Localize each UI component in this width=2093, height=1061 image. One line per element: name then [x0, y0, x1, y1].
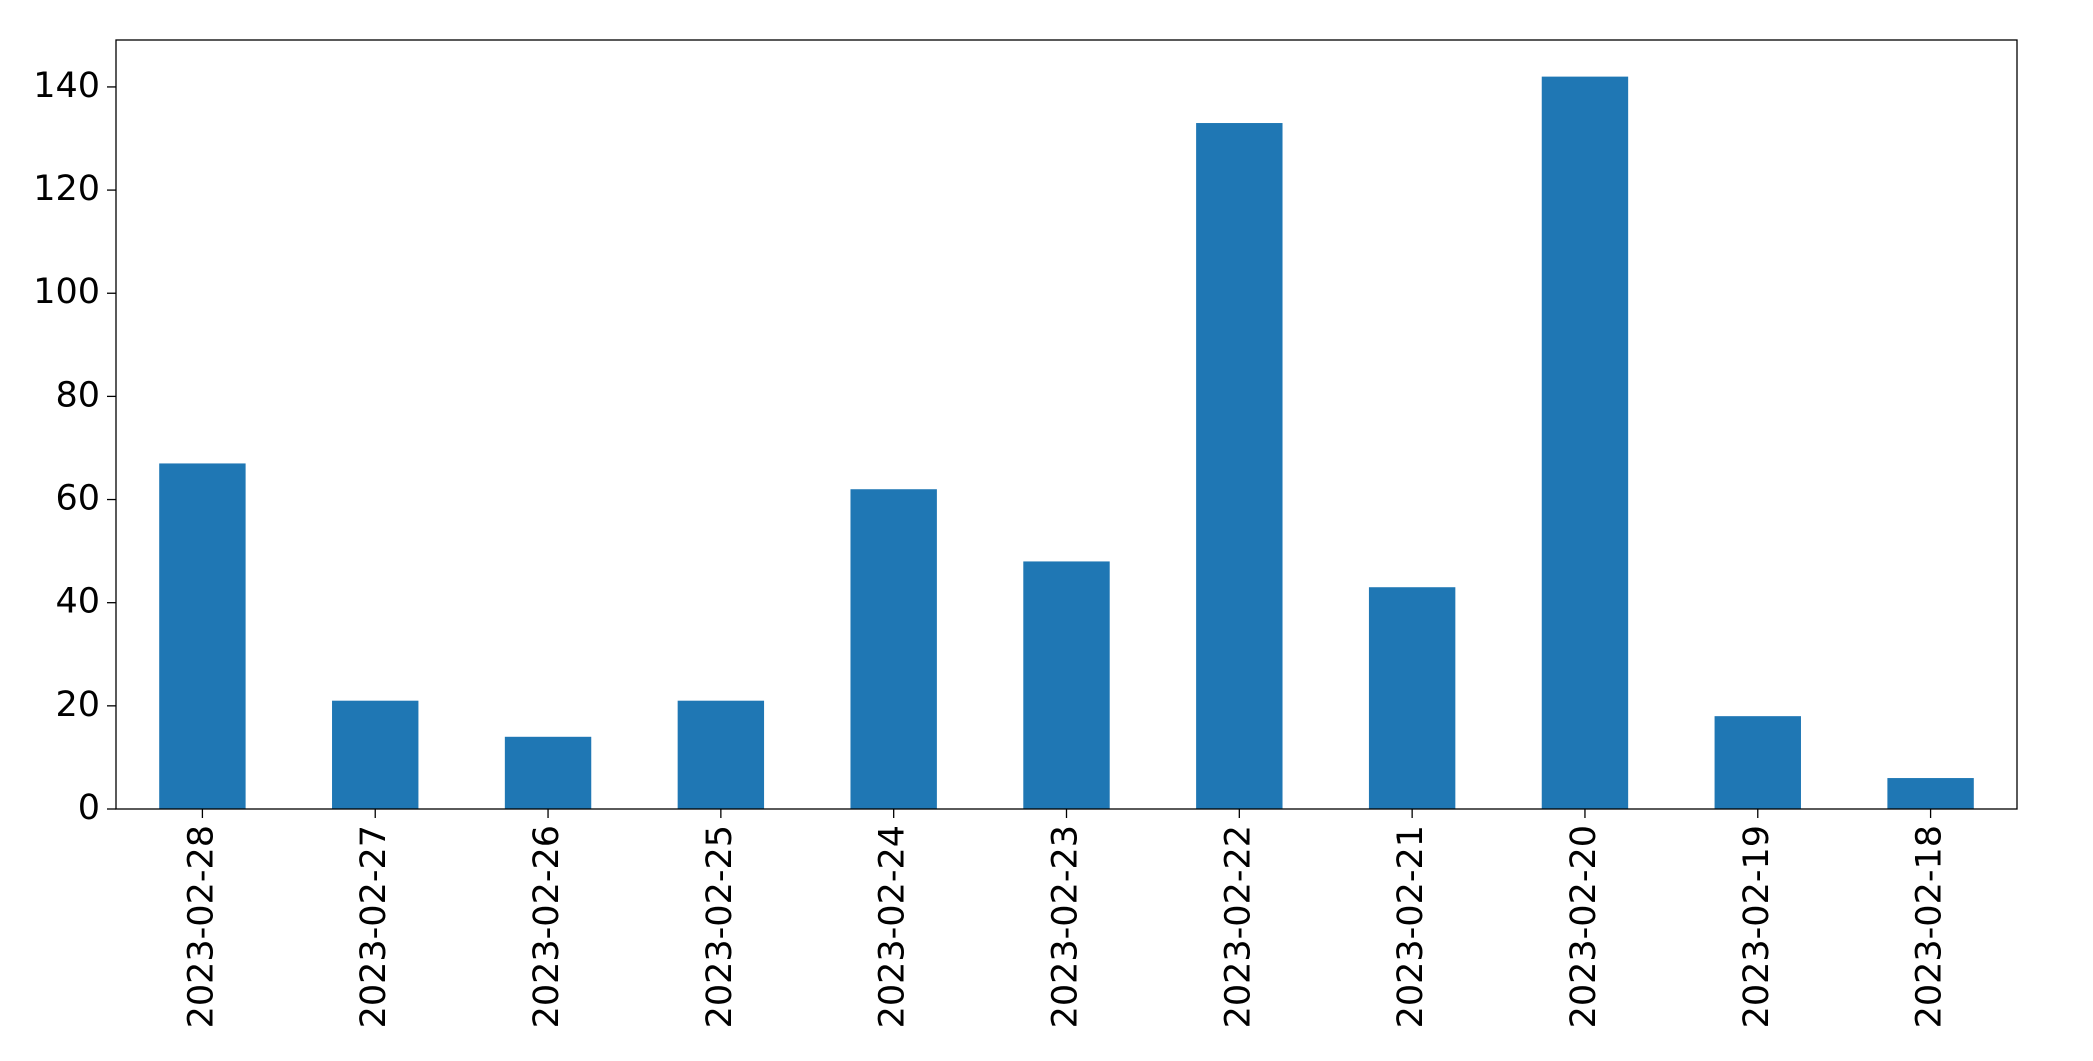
x-tick-label: 2023-02-24 — [873, 825, 913, 1028]
x-tick-label: 2023-02-19 — [1737, 825, 1777, 1028]
y-tick-label: 100 — [33, 272, 100, 312]
y-tick-label: 20 — [55, 685, 100, 725]
y-tick-label: 140 — [33, 66, 100, 106]
y-tick-label: 60 — [55, 479, 100, 519]
bar — [677, 700, 765, 809]
bar — [1023, 561, 1110, 809]
bar — [1368, 587, 1456, 809]
x-tick-label: 2023-02-25 — [700, 825, 740, 1028]
x-tick-label: 2023-02-26 — [527, 825, 567, 1028]
bar — [1714, 716, 1801, 809]
bar — [1196, 123, 1283, 810]
bar — [504, 736, 592, 809]
y-tick-label: 0 — [78, 788, 100, 828]
x-tick-label: 2023-02-20 — [1564, 825, 1604, 1028]
x-tick-label: 2023-02-22 — [1218, 825, 1258, 1028]
bar — [332, 700, 419, 809]
x-tick-label: 2023-02-18 — [1910, 825, 1950, 1028]
y-tick-label: 120 — [33, 169, 100, 209]
bar — [1541, 76, 1629, 810]
x-tick-label: 2023-02-23 — [1046, 825, 1086, 1028]
y-tick-label: 80 — [55, 375, 100, 415]
y-tick-label: 40 — [55, 582, 100, 622]
bar — [1887, 778, 1974, 809]
bar — [159, 463, 246, 809]
x-tick-label: 2023-02-21 — [1391, 825, 1431, 1028]
x-tick-label: 2023-02-28 — [181, 825, 221, 1028]
bar — [850, 489, 937, 809]
plot-frame — [115, 39, 2018, 810]
x-tick-label: 2023-02-27 — [354, 825, 394, 1028]
